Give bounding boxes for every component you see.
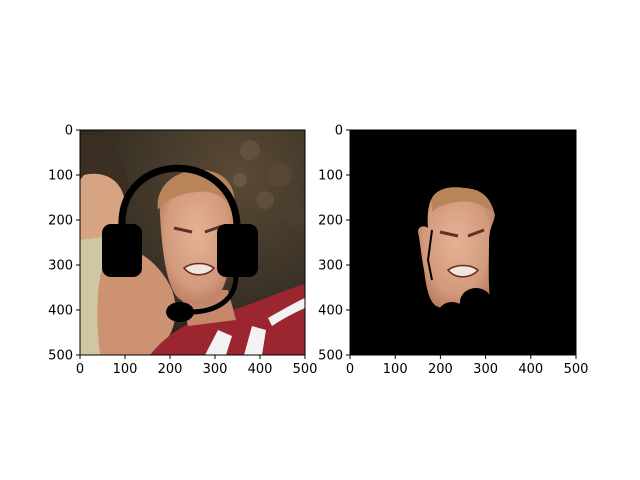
y-tick-label: 100 [48, 169, 73, 184]
x-tick-label: 0 [346, 362, 354, 377]
y-tick-label: 300 [48, 259, 73, 274]
x-tick-label: 500 [564, 362, 589, 377]
y-tick-label: 200 [318, 214, 343, 229]
x-tick-label: 0 [76, 362, 84, 377]
x-tick-label: 500 [293, 362, 318, 377]
face [159, 175, 235, 304]
y-tick-label: 500 [318, 349, 343, 364]
x-tick-label: 300 [473, 362, 498, 377]
y-tick-label: 100 [318, 169, 343, 184]
x-tick-label: 300 [203, 362, 228, 377]
x-tick-label: 100 [383, 362, 408, 377]
x-tick-label: 100 [113, 362, 138, 377]
masked-face [418, 188, 495, 309]
x-tick-label: 200 [158, 362, 183, 377]
left-earcup [102, 224, 142, 277]
axes1-frame [79, 129, 306, 356]
mask-image [350, 130, 576, 355]
headset [102, 164, 258, 322]
y-tick-label: 0 [335, 124, 343, 139]
x-tick-label: 200 [428, 362, 453, 377]
x-tick-label: 400 [248, 362, 273, 377]
right-earcup [217, 224, 258, 277]
y-tick-label: 200 [48, 214, 73, 229]
mic-boom [189, 275, 239, 315]
microphone [166, 302, 194, 322]
x-tick-label: 400 [518, 362, 543, 377]
y-tick-label: 0 [65, 124, 73, 139]
headband [118, 164, 241, 229]
y-tick-label: 400 [48, 304, 73, 319]
y-tick-label: 500 [48, 349, 73, 364]
y-tick-label: 400 [318, 304, 343, 319]
photo-image [80, 130, 305, 355]
y-tick-label: 300 [318, 259, 343, 274]
axes2-frame [349, 129, 577, 356]
